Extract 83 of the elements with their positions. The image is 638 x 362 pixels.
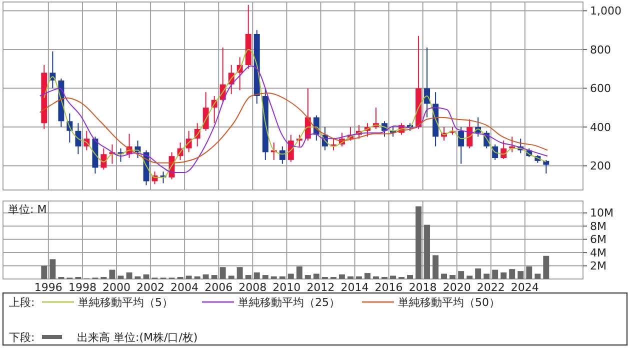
- bar: [347, 276, 354, 279]
- y-tick-label: 8M: [590, 220, 606, 233]
- legend-label: 単純移動平均（25）: [238, 296, 340, 309]
- bar: [526, 266, 532, 279]
- bar: [126, 272, 132, 279]
- bar: [245, 275, 252, 279]
- candlestick: [202, 92, 209, 132]
- bar: [475, 268, 482, 279]
- bar: [202, 274, 209, 279]
- bar: [279, 276, 286, 279]
- bar: [50, 259, 56, 279]
- x-tick-label: 2022: [476, 281, 505, 294]
- bar: [416, 206, 422, 279]
- bar: [509, 269, 516, 279]
- x-tick-label: 2006: [204, 281, 233, 294]
- y-tick-label: 2M: [590, 260, 606, 273]
- bar: [518, 271, 524, 279]
- bar: [407, 275, 413, 279]
- bar: [500, 272, 507, 279]
- bar: [441, 274, 448, 279]
- legend-title: 上段:: [9, 296, 35, 309]
- bar: [228, 276, 234, 279]
- bar: [41, 266, 48, 279]
- annotation: 単位: M: [8, 203, 47, 216]
- bar: [390, 276, 396, 279]
- candlestick: [458, 126, 464, 164]
- legend-label: 単純移動平均（5）: [78, 296, 173, 309]
- bar: [543, 256, 550, 279]
- bar: [313, 274, 320, 279]
- bar: [296, 266, 302, 279]
- x-tick-label: 2018: [408, 281, 437, 294]
- bar: [356, 276, 362, 279]
- x-tick-label: 2002: [136, 281, 165, 294]
- x-tick-label: 2004: [170, 281, 199, 294]
- bar: [288, 274, 294, 279]
- bar: [118, 276, 124, 279]
- bar: [364, 273, 370, 279]
- bar: [304, 275, 311, 279]
- bar: [270, 276, 277, 279]
- bar: [534, 274, 541, 279]
- bar: [466, 276, 473, 279]
- bar: [220, 267, 226, 279]
- legend-label: 出来高 単位:(M株/口/枚): [77, 330, 198, 344]
- candlestick: [543, 159, 550, 174]
- x-tick-label: 2010: [272, 281, 301, 294]
- y-tick-label: 4M: [590, 246, 606, 260]
- y-tick-label: 10M: [590, 206, 614, 220]
- y-tick-label: 400: [590, 120, 611, 134]
- legend-label: 単純移動平均（50）: [398, 296, 500, 309]
- bar: [262, 275, 268, 279]
- x-tick-label: 2012: [306, 281, 335, 294]
- bar: [109, 270, 116, 279]
- x-tick-label: 2014: [340, 281, 369, 294]
- bar: [458, 271, 464, 279]
- candlestick: [424, 47, 430, 118]
- bar: [450, 275, 456, 279]
- bar: [424, 224, 430, 279]
- bar: [432, 255, 439, 279]
- x-tick-label: 2000: [102, 281, 130, 294]
- bar: [338, 274, 345, 279]
- candlestick: [75, 122, 82, 155]
- legend-title: 下段:: [9, 330, 35, 344]
- x-tick-label: 2020: [442, 281, 471, 294]
- bar: [254, 272, 260, 279]
- y-tick-label: 800: [590, 43, 611, 56]
- y-tick-label: 6M: [590, 233, 606, 246]
- x-tick-label: 1998: [68, 281, 96, 294]
- bar: [484, 274, 490, 279]
- y-tick-label: 1,000: [590, 4, 622, 18]
- bar: [372, 276, 379, 279]
- x-tick-label: 2024: [510, 281, 539, 294]
- y-tick-label: 200: [590, 160, 611, 173]
- bar: [211, 275, 218, 279]
- bar: [194, 276, 200, 279]
- x-tick-label: 1996: [34, 281, 62, 294]
- bar: [143, 274, 150, 279]
- bar: [492, 270, 498, 279]
- x-tick-label: 2008: [238, 281, 267, 294]
- bar: [236, 267, 243, 279]
- x-tick-label: 2016: [374, 281, 403, 294]
- y-tick-label: 600: [590, 82, 611, 96]
- candlestick: [100, 148, 107, 170]
- bar: [186, 276, 192, 279]
